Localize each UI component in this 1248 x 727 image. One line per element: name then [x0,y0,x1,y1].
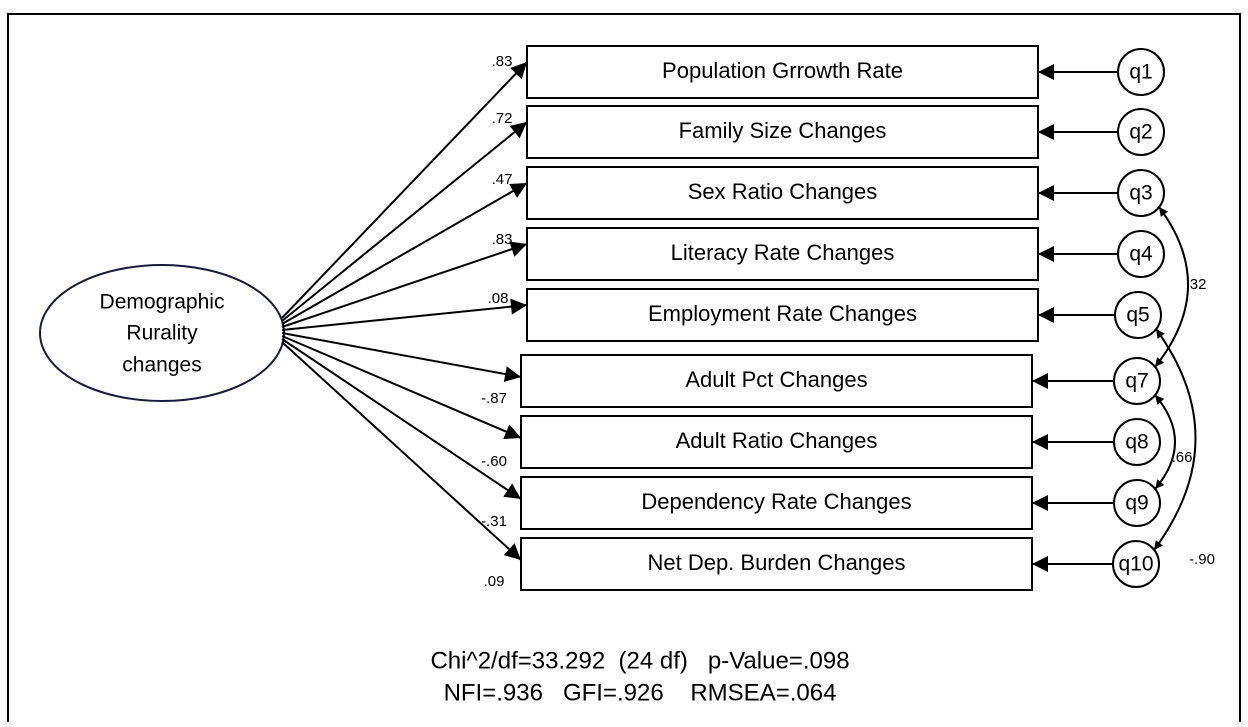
covariance-label: -.90 [1189,551,1215,568]
indicator-label: Sex Ratio Changes [688,179,878,204]
frame [7,13,1241,722]
loading-arrow [281,182,528,325]
covariance-arc [1153,328,1197,551]
indicator-label: Literacy Rate Changes [671,240,895,265]
loading-arrow [281,335,522,440]
latent-label: Rurality [126,322,198,345]
loading-label: -.60 [481,453,507,470]
indicator-label: Dependency Rate Changes [641,489,911,514]
loading-arrow [281,121,528,322]
indicator-box [526,227,1039,281]
loading-label: .09 [484,573,505,590]
indicator-label: Adult Pct Changes [685,367,867,392]
indicator-label: Family Size Changes [679,118,887,143]
latent-label: Demographic [100,291,225,314]
indicator-box [526,288,1039,342]
indicator-box [520,476,1033,530]
indicator-box [520,354,1033,408]
loading-arrow [281,298,528,331]
error-circle [1117,48,1165,96]
loading-label: .08 [488,290,509,307]
error-label: q1 [1129,61,1152,84]
loading-label: .47 [492,171,513,188]
indicator-label: Population Grrowth Rate [662,58,903,83]
loading-label: .72 [492,110,513,127]
loading-label: .83 [492,53,513,70]
indicator-box [526,45,1039,99]
loading-arrow [281,332,522,382]
indicator-label: Net Dep. Burden Changes [647,550,905,575]
loading-label: -.87 [481,390,507,407]
indicator-box [526,105,1039,159]
error-circle [1117,169,1165,217]
loading-label: -.31 [481,513,507,530]
error-label: q4 [1129,243,1153,266]
indicator-label: Adult Ratio Changes [676,428,878,453]
covariance-label: .32 [1186,276,1207,293]
latent-label: changes [122,354,201,377]
fit-statistics: Chi^2/df=33.292 (24 df) p-Value=.098 [430,647,849,674]
loading-arrow [281,338,522,500]
indicator-box [520,415,1033,469]
indicator-box [526,166,1039,220]
covariance-arc [1154,206,1189,368]
loading-arrow [281,61,528,319]
error-label: q9 [1125,492,1148,515]
covariance-label: .66 [1172,449,1193,466]
error-label: q7 [1125,370,1148,393]
error-label: q10 [1118,553,1153,576]
indicator-label: Employment Rate Changes [648,301,917,326]
indicator-box [520,537,1033,591]
error-label: q5 [1126,304,1149,327]
loading-label: .83 [492,231,513,248]
error-circle [1112,540,1160,588]
error-label: q3 [1129,182,1152,205]
error-label: q8 [1125,431,1148,454]
loading-arrow [281,241,528,328]
loading-arrow [281,341,522,561]
error-label: q2 [1129,121,1152,144]
fit-statistics: NFI=.936 GFI=.926 RMSEA=.064 [444,679,837,706]
error-circle [1117,108,1165,156]
